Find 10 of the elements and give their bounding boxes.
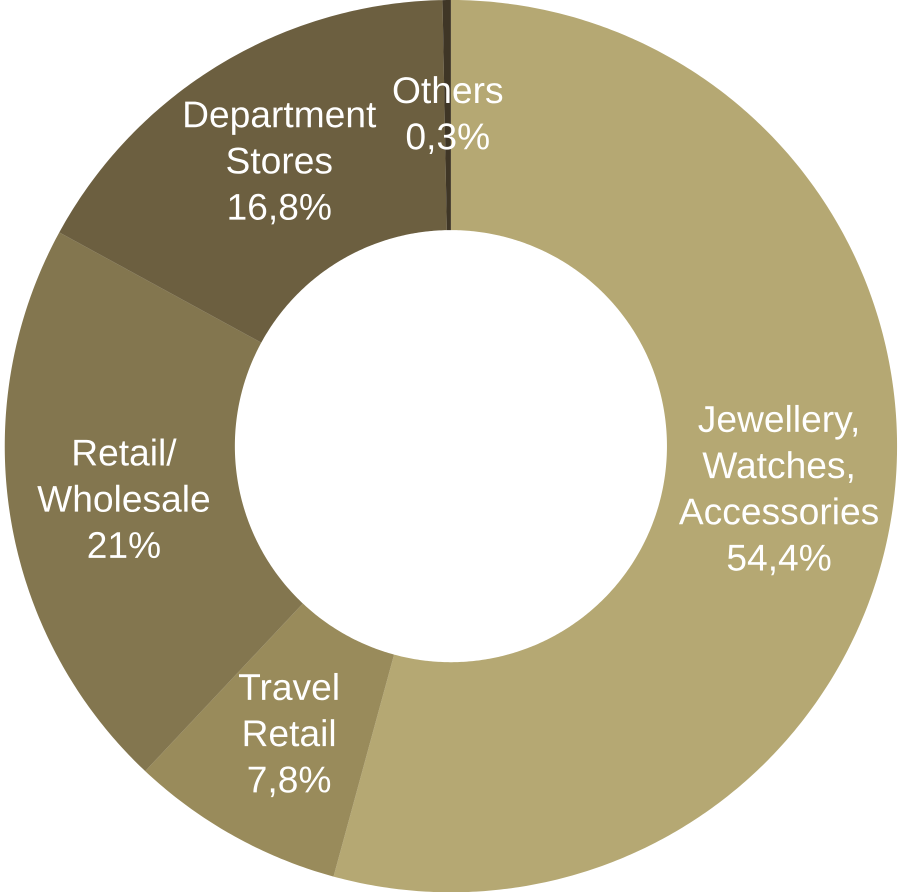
data-label: 21% [88,532,160,558]
slice-label: Jewellery, Watches, Accessories [678,404,878,525]
slice-label: Travel Retail [238,672,338,746]
slice-label: Department Stores [185,101,376,174]
data-label: 0,3% [406,123,489,154]
slice-label: Retail/ Wholesale [37,438,210,512]
data-label: 7,8% [248,766,330,797]
data-label: 16,8% [229,194,331,224]
data-label: 54,4% [728,544,830,576]
slice-label: Others [394,76,502,104]
